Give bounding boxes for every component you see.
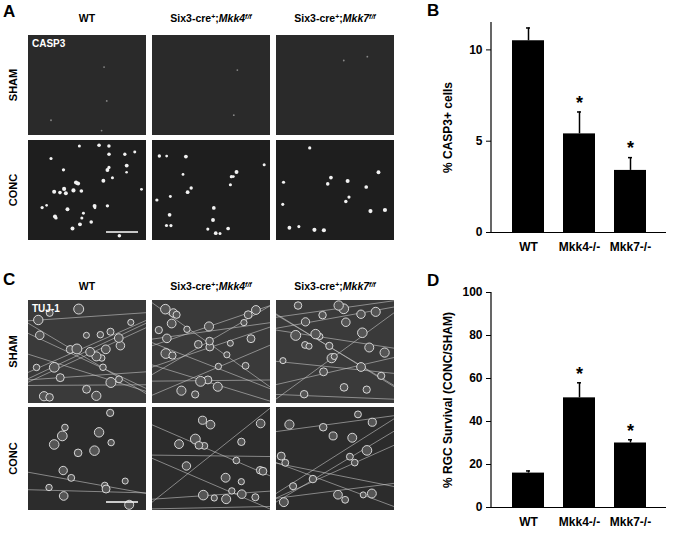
svg-text:*: * [627,138,634,158]
svg-text:SHAM: SHAM [7,335,19,367]
svg-text:CONC: CONC [7,442,19,474]
svg-text:CONC: CONC [7,174,19,206]
svg-text:WT: WT [519,240,538,254]
svg-text:C: C [3,270,15,289]
svg-text:80: 80 [469,328,483,342]
svg-text:TUJ-1: TUJ-1 [32,303,60,314]
svg-text:A: A [3,2,15,21]
svg-text:40: 40 [469,414,483,428]
svg-text:0: 0 [476,500,483,514]
svg-text:*: * [576,364,583,384]
svg-text:Six3-cre+;Mkk4f/f: Six3-cre+;Mkk4f/f [170,12,252,24]
svg-text:% CASP3+ cells: % CASP3+ cells [441,82,455,173]
svg-text:5: 5 [476,134,483,148]
svg-text:WT: WT [519,515,538,529]
svg-text:% RGC Survival (CONC/SHAM): % RGC Survival (CONC/SHAM) [441,312,455,488]
svg-text:CASP3: CASP3 [32,38,66,49]
svg-text:WT: WT [79,12,96,24]
svg-text:100: 100 [462,285,482,299]
svg-text:0: 0 [476,225,483,239]
html-text:B: B [427,1,440,20]
svg-text:WT: WT [79,280,96,292]
svg-text:*: * [576,93,583,113]
svg-text:Mkk7-/-: Mkk7-/- [610,240,651,254]
svg-text:*: * [627,421,634,441]
svg-text:SHAM: SHAM [7,69,19,101]
svg-text:60: 60 [469,371,483,385]
html-text:D: D [427,271,440,290]
svg-text:Mkk4-/-: Mkk4-/- [559,240,600,254]
svg-text:Mkk4-/-: Mkk4-/- [559,515,600,529]
svg-text:10: 10 [469,43,483,57]
svg-text:Six3-cre+;Mkk7f/f: Six3-cre+;Mkk7f/f [294,12,376,24]
svg-text:20: 20 [469,457,483,471]
svg-text:Six3-cre+;Mkk7f/f: Six3-cre+;Mkk7f/f [294,280,376,292]
svg-text:Six3-cre+;Mkk4f/f: Six3-cre+;Mkk4f/f [170,280,252,292]
svg-text:Mkk7-/-: Mkk7-/- [610,515,651,529]
